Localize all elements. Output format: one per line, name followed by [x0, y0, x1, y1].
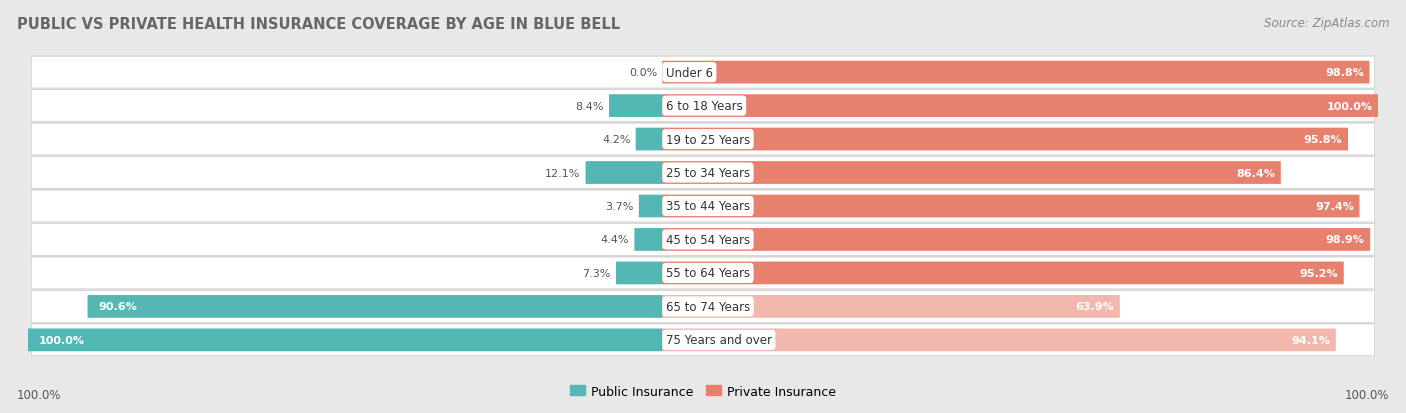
- Text: 100.0%: 100.0%: [38, 335, 84, 345]
- Text: 98.9%: 98.9%: [1326, 235, 1365, 245]
- Text: 94.1%: 94.1%: [1291, 335, 1330, 345]
- FancyBboxPatch shape: [31, 257, 1375, 289]
- Text: 35 to 44 Years: 35 to 44 Years: [666, 200, 749, 213]
- Text: 100.0%: 100.0%: [1326, 101, 1372, 112]
- Text: PUBLIC VS PRIVATE HEALTH INSURANCE COVERAGE BY AGE IN BLUE BELL: PUBLIC VS PRIVATE HEALTH INSURANCE COVER…: [17, 17, 620, 31]
- Text: Under 6: Under 6: [666, 66, 713, 79]
- Text: 4.4%: 4.4%: [600, 235, 630, 245]
- FancyBboxPatch shape: [662, 228, 1371, 251]
- FancyBboxPatch shape: [31, 323, 1375, 356]
- Text: 97.4%: 97.4%: [1315, 202, 1354, 211]
- FancyBboxPatch shape: [662, 128, 1348, 151]
- FancyBboxPatch shape: [638, 195, 662, 218]
- FancyBboxPatch shape: [31, 157, 1375, 189]
- Text: 7.3%: 7.3%: [582, 268, 610, 278]
- Text: 75 Years and over: 75 Years and over: [666, 334, 772, 347]
- FancyBboxPatch shape: [31, 224, 1375, 256]
- FancyBboxPatch shape: [662, 329, 1336, 351]
- FancyBboxPatch shape: [662, 262, 1344, 285]
- Text: 90.6%: 90.6%: [98, 301, 136, 312]
- FancyBboxPatch shape: [31, 291, 1375, 323]
- FancyBboxPatch shape: [31, 324, 1375, 356]
- Text: 12.1%: 12.1%: [546, 168, 581, 178]
- FancyBboxPatch shape: [31, 190, 1375, 222]
- FancyBboxPatch shape: [662, 195, 1360, 218]
- Text: 98.8%: 98.8%: [1324, 68, 1364, 78]
- Text: 3.7%: 3.7%: [605, 202, 634, 211]
- FancyBboxPatch shape: [662, 162, 1281, 185]
- Text: 100.0%: 100.0%: [1344, 388, 1389, 401]
- FancyBboxPatch shape: [662, 295, 1119, 318]
- Text: 95.8%: 95.8%: [1303, 135, 1343, 145]
- FancyBboxPatch shape: [616, 262, 662, 285]
- Text: 45 to 54 Years: 45 to 54 Years: [666, 233, 749, 247]
- Text: 55 to 64 Years: 55 to 64 Years: [666, 267, 749, 280]
- FancyBboxPatch shape: [609, 95, 662, 118]
- Text: 4.2%: 4.2%: [602, 135, 630, 145]
- FancyBboxPatch shape: [662, 95, 1378, 118]
- Text: 63.9%: 63.9%: [1076, 301, 1114, 312]
- FancyBboxPatch shape: [662, 62, 1369, 84]
- Text: 25 to 34 Years: 25 to 34 Years: [666, 166, 749, 180]
- Text: 6 to 18 Years: 6 to 18 Years: [666, 100, 742, 113]
- Text: 19 to 25 Years: 19 to 25 Years: [666, 133, 751, 146]
- FancyBboxPatch shape: [31, 290, 1375, 323]
- FancyBboxPatch shape: [31, 57, 1375, 89]
- Text: 86.4%: 86.4%: [1236, 168, 1275, 178]
- Text: 95.2%: 95.2%: [1299, 268, 1339, 278]
- FancyBboxPatch shape: [585, 162, 662, 185]
- Text: 0.0%: 0.0%: [628, 68, 657, 78]
- FancyBboxPatch shape: [31, 191, 1375, 222]
- FancyBboxPatch shape: [31, 124, 1375, 156]
- FancyBboxPatch shape: [31, 57, 1375, 89]
- FancyBboxPatch shape: [636, 128, 662, 151]
- FancyBboxPatch shape: [31, 223, 1375, 256]
- FancyBboxPatch shape: [87, 295, 662, 318]
- Text: 8.4%: 8.4%: [575, 101, 603, 112]
- FancyBboxPatch shape: [31, 123, 1375, 156]
- FancyBboxPatch shape: [31, 257, 1375, 289]
- Legend: Public Insurance, Private Insurance: Public Insurance, Private Insurance: [565, 380, 841, 403]
- FancyBboxPatch shape: [28, 329, 662, 351]
- FancyBboxPatch shape: [31, 90, 1375, 122]
- Text: Source: ZipAtlas.com: Source: ZipAtlas.com: [1264, 17, 1389, 29]
- FancyBboxPatch shape: [634, 228, 662, 251]
- FancyBboxPatch shape: [31, 157, 1375, 189]
- Text: 100.0%: 100.0%: [17, 388, 62, 401]
- FancyBboxPatch shape: [31, 90, 1375, 122]
- Text: 65 to 74 Years: 65 to 74 Years: [666, 300, 751, 313]
